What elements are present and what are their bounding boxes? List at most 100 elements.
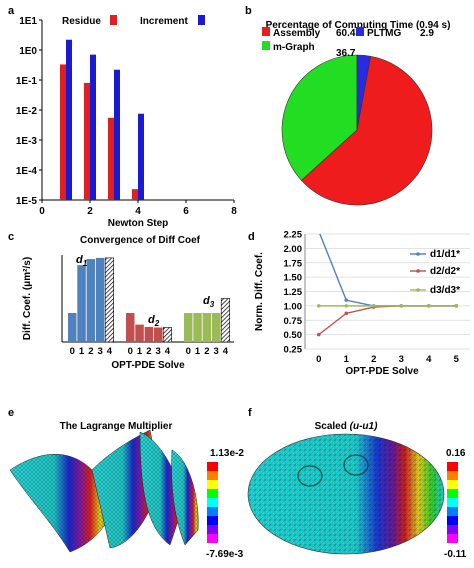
y-tick-label: 0.25 <box>284 345 303 356</box>
panel-c: Convergence of Diff Coef Diff. Coef. (μm²… <box>22 235 234 371</box>
colorbar-segment <box>207 507 218 516</box>
legend-swatch-pltmg <box>356 27 364 36</box>
colorbar-segment <box>207 480 218 489</box>
legend-swatch-assembly <box>262 27 270 36</box>
surface-mesh-3 <box>171 450 199 545</box>
bar-d2-0 <box>126 313 135 342</box>
x-tick-label: 3 <box>98 346 103 357</box>
panel-e: The Lagrange Multiplier 1.13e-2 -7.69e-3 <box>9 421 244 560</box>
x-tick-label: 0 <box>316 354 321 365</box>
x-tick-label: 1 <box>195 346 201 357</box>
x-tick-label: 4 <box>135 206 141 217</box>
bar-residue-2 <box>84 82 90 200</box>
colorbar-segment <box>447 516 458 525</box>
panel-f: Scaled (u-u1) 0.16 -0.11 <box>247 421 467 560</box>
pie-slice-pltmg <box>356 54 371 131</box>
colorbar-segment <box>447 462 458 471</box>
colorbar-max-label: 1.13e-2 <box>210 448 244 459</box>
colorbar-segment <box>447 525 458 534</box>
series-tag-d2: d2 <box>148 314 160 328</box>
panel-label-c: c <box>8 231 14 243</box>
y-tick-label: 0.75 <box>284 316 303 327</box>
colorbar-segment <box>207 498 218 507</box>
x-tick-label: 1 <box>344 354 350 365</box>
x-tick-label: 2 <box>371 354 376 365</box>
colorbar-segment <box>447 471 458 480</box>
bar-increment-1 <box>66 39 72 200</box>
x-tick-label: 3 <box>156 346 161 357</box>
data-point-d3/d3* <box>454 304 459 308</box>
x-tick-label: 5 <box>454 354 460 365</box>
colorbar-segment <box>207 534 218 543</box>
bar-d3-4 <box>220 298 230 343</box>
data-point-d2/d2* <box>344 311 349 316</box>
data-point-d3/d3* <box>316 304 321 308</box>
legend-marker-d1/d1* <box>416 252 420 256</box>
legend-label-d2/d2*: d2/d2* <box>430 266 460 277</box>
x-tick-label: 4 <box>426 354 432 365</box>
data-point-d3/d3* <box>371 304 376 308</box>
y-tick-label: 1.25 <box>284 287 303 298</box>
x-tick-label: 2 <box>146 346 151 357</box>
y-tick-label: 1E0 <box>19 46 37 57</box>
panel-d: 0.25 0.50 0.75 1.00 1.25 1.50 1.75 2.00 2.25 0 1 2 3… <box>254 230 470 377</box>
bar-residue-1 <box>60 64 66 200</box>
panel-label-e: e <box>8 407 14 419</box>
x-tick-label: 1 <box>137 346 143 357</box>
x-tick-label: 0 <box>186 346 191 357</box>
y-tick-label: 1E-1 <box>16 76 38 87</box>
colorbar-segment <box>447 480 458 489</box>
y-tick-label: 1.00 <box>284 301 303 312</box>
bar-residue-3 <box>108 117 114 200</box>
bar-d3-3 <box>211 313 221 342</box>
colorbar-segment <box>207 489 218 498</box>
panel-label-f: f <box>248 407 252 419</box>
x-tick-label: 4 <box>165 346 171 357</box>
colorbar-segment <box>447 498 458 507</box>
x-axis-title: Newton Step <box>108 218 169 229</box>
bar-residue-4 <box>132 189 138 200</box>
x-tick-label: 0 <box>128 346 133 357</box>
surface-mesh-0 <box>10 454 108 552</box>
y-tick-label: 1E1 <box>19 16 37 27</box>
x-tick-label: 2 <box>87 206 93 217</box>
bar-d1-2 <box>86 259 96 342</box>
legend-label-d3/d3*: d3/d3* <box>430 285 460 296</box>
series-tag-d1: d1 <box>76 254 88 268</box>
colorbar-max-label: 0.16 <box>446 448 466 459</box>
legend-marker-d3/d3* <box>416 288 420 292</box>
bar-d1-0 <box>68 313 77 342</box>
hole-left <box>297 465 323 487</box>
legend-label-d1/d1*: d1/d1* <box>430 249 460 260</box>
x-tick-label: 0 <box>70 346 75 357</box>
legend-label-residue: Residue <box>62 16 101 27</box>
bar-d1-1 <box>77 265 86 342</box>
x-tick-label: 6 <box>183 206 189 217</box>
panel-b: Percentage of Computing Time (0.94 s)Ass… <box>262 20 450 206</box>
x-tick-label: 4 <box>223 346 229 357</box>
panel-a: 1E-5 1E-4 1E-3 1E-2 1E-1 1E0 1E1 0 2 4 6 8 Newton St… <box>16 15 237 229</box>
x-tick-label: 2 <box>204 346 209 357</box>
surface-title-italic: (u-u1) <box>350 421 378 432</box>
domain-mesh <box>248 434 444 554</box>
series-tag-d3: d3 <box>203 295 215 309</box>
bar-d3-0 <box>184 313 193 342</box>
y-tick-label: 1E-3 <box>16 136 38 147</box>
colorbar-min-label: -7.69e-3 <box>206 549 244 560</box>
y-tick-label: 1E-2 <box>16 106 38 117</box>
data-point-d1/d1* <box>344 298 349 302</box>
bar-d2-4 <box>162 327 172 343</box>
colorbar-segment <box>447 534 458 543</box>
surface-title: The Lagrange Multiplier <box>60 421 173 432</box>
slice-value-pltmg: 2.9 <box>420 28 434 39</box>
chart-title: Convergence of Diff Coef <box>80 235 201 246</box>
legend-label-m-graph: m-Graph <box>273 42 315 53</box>
x-tick-label: 3 <box>214 346 219 357</box>
x-tick-label: 3 <box>399 354 404 365</box>
panel-label-a: a <box>8 5 15 17</box>
colorbar-segment <box>447 507 458 516</box>
colorbar-segment <box>207 516 218 525</box>
x-tick-label: 0 <box>39 206 45 217</box>
x-tick-label: 2 <box>88 346 93 357</box>
bar-d1-3 <box>95 257 105 342</box>
